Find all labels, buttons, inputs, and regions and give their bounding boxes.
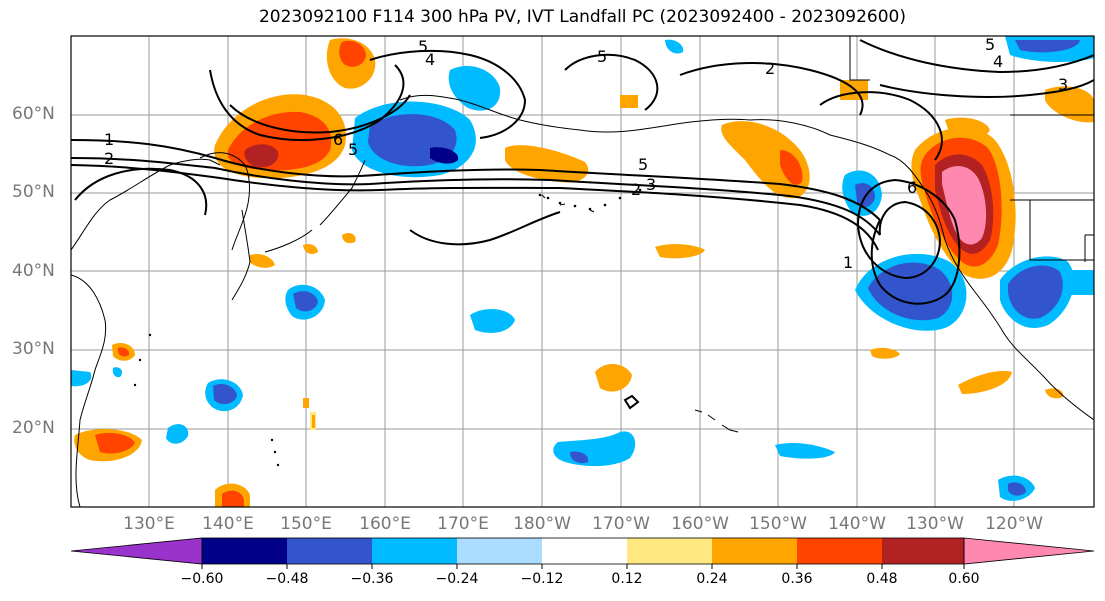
map-border [70,35,1095,508]
colorbar-bin-4 [457,538,542,564]
colorbar-bin-5 [542,538,627,564]
lat-label-20n: 20°N [12,418,55,438]
contour-label-6: 6 [333,130,343,149]
lat-label-40n: 40°N [12,261,55,281]
contour-label-1: 1 [104,130,114,149]
lon-label-170w: 170°W [592,514,650,534]
lon-label-130e: 130°E [123,514,175,534]
lon-label-160w: 160°W [671,514,729,534]
colorbar-bin-3 [372,538,457,564]
colorbar [70,537,1095,569]
lon-label-180w: 180°W [513,514,571,534]
colorbar-bin-7 [712,538,797,564]
colorbar-tick-label: 0.48 [866,571,898,587]
lon-label-170e: 170°E [437,514,489,534]
lat-label-60n: 60°N [12,104,55,124]
aleutian-islands [133,188,642,467]
colorbar-tick-label: −0.48 [265,571,309,587]
coastlines [71,94,1094,507]
lon-label-160e: 160°E [359,514,411,534]
lon-label-120w: 120°W [985,514,1043,534]
contour-label-1b: 1 [843,253,853,272]
contour-label-3: 3 [646,175,656,194]
colorbar-bin-1 [202,538,287,564]
borders [849,36,1094,262]
contour-label-3b: 3 [1058,75,1068,94]
lon-label-150w: 150°W [749,514,807,534]
colorbar-tick-label: 0.24 [696,571,728,587]
contour-label-4b: 4 [993,52,1003,71]
colorbar-tick-label: 0.12 [611,571,643,587]
lon-label-140e: 140°E [202,514,254,534]
pv-shading [71,36,1094,507]
colorbar-tick-label: −0.24 [435,571,479,587]
colorbar-tick-label: −0.60 [180,571,224,587]
contour-label-group: 1 2 6 5 4 5 5 2 5 2 3 1 6 5 4 3 [104,35,1068,272]
colorbar-bin-6 [627,538,712,564]
colorbar-bin-8 [797,538,882,564]
colorbar-tick-label: 0.36 [781,571,813,587]
colorbar-high-extension [963,537,1095,565]
lat-label-50n: 50°N [12,182,55,202]
colorbar-bin-2 [287,538,372,564]
map-title: 2023092100 F114 300 hPa PV, IVT Landfall… [258,7,906,27]
pv-contours [71,39,1094,410]
colorbar-low-extension [70,537,203,565]
colorbar-tick-label: −0.36 [350,571,394,587]
contour-label-5d: 5 [638,155,648,174]
contour-label-5: 5 [348,140,358,159]
lon-label-150e: 150°E [280,514,332,534]
contour-label-6b: 6 [907,178,917,197]
contour-label-4: 4 [425,50,435,69]
lon-label-130w: 130°W [906,514,964,534]
lon-label-140w: 140°W [828,514,886,534]
contour-label-5c: 5 [597,47,607,66]
colorbar-tick-label: −0.12 [520,571,564,587]
lat-label-30n: 30°N [12,339,55,359]
contour-label-2b: 2 [765,59,775,78]
contour-label-5e: 5 [985,35,995,54]
contour-label-5b: 5 [418,37,428,56]
contour-label-2c: 2 [631,180,641,199]
contour-label-2: 2 [104,149,114,168]
colorbar-bin-9 [882,538,964,564]
colorbar-tick-label: 0.60 [948,571,980,587]
